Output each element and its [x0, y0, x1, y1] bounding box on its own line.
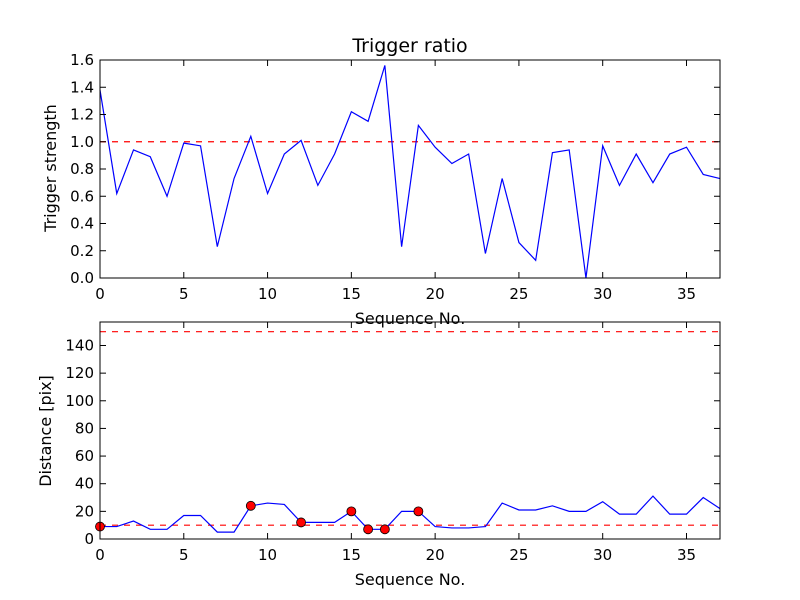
y-tick-label: 20 [75, 502, 94, 520]
x-tick-label: 35 [677, 546, 696, 564]
y-tick-label: 40 [75, 475, 94, 493]
y-tick-label: 120 [65, 364, 94, 382]
x-tick-label: 10 [258, 546, 277, 564]
x-tick-label: 0 [95, 285, 105, 303]
data-point-marker [346, 506, 357, 517]
x-tick-label: 10 [258, 285, 277, 303]
x-tick-label: 30 [593, 546, 612, 564]
trigger-ratio-chart: Trigger ratio Sequence No. Trigger stren… [41, 35, 721, 328]
x-tick-label: 5 [179, 546, 189, 564]
series-line [100, 495, 721, 533]
x-tick-label: 15 [342, 546, 361, 564]
y-tick-label: 0.6 [70, 187, 94, 205]
x-tick-label: 25 [509, 546, 528, 564]
y-axis-label: Distance [pix] [36, 375, 55, 487]
y-tick-label: 0.4 [70, 215, 94, 233]
x-tick-label: 35 [677, 285, 696, 303]
series-line [99, 65, 721, 279]
y-tick-label: 60 [75, 447, 94, 465]
x-axis-label: Sequence No. [355, 570, 466, 589]
y-tick-label: 1.2 [70, 106, 94, 124]
y-tick-label: 0.2 [70, 242, 94, 260]
y-tick-label: 140 [65, 336, 94, 354]
chart-title: Trigger ratio [351, 35, 467, 57]
x-tick-label: 0 [95, 546, 105, 564]
y-tick-label: 1.6 [70, 51, 94, 69]
y-tick-label: 0 [84, 530, 94, 548]
y-tick-label: 80 [75, 419, 94, 437]
x-tick-label: 20 [426, 546, 445, 564]
data-point-marker [245, 500, 256, 511]
y-tick-label: 1.0 [70, 133, 94, 151]
x-tick-label: 25 [509, 285, 528, 303]
distance-chart: Sequence No. Distance [pix] 0 5 10 15 20 25 30… [36, 321, 721, 589]
data-point-marker [363, 524, 374, 535]
y-tick-label: 100 [65, 392, 94, 410]
x-tick-label: 20 [426, 285, 445, 303]
x-tick-label: 30 [593, 285, 612, 303]
x-tick-label: 5 [179, 285, 189, 303]
y-tick-label: 0.8 [70, 160, 94, 178]
data-point-marker [379, 524, 390, 535]
data-point-marker [413, 506, 424, 517]
y-tick-label: 0.0 [70, 269, 94, 287]
plot-frame [99, 321, 721, 540]
y-axis-label: Trigger strength [41, 104, 60, 233]
y-tick-label: 1.4 [70, 78, 94, 96]
x-axis-label: Sequence No. [355, 309, 466, 328]
x-tick-label: 15 [342, 285, 361, 303]
data-point-marker [296, 517, 306, 528]
